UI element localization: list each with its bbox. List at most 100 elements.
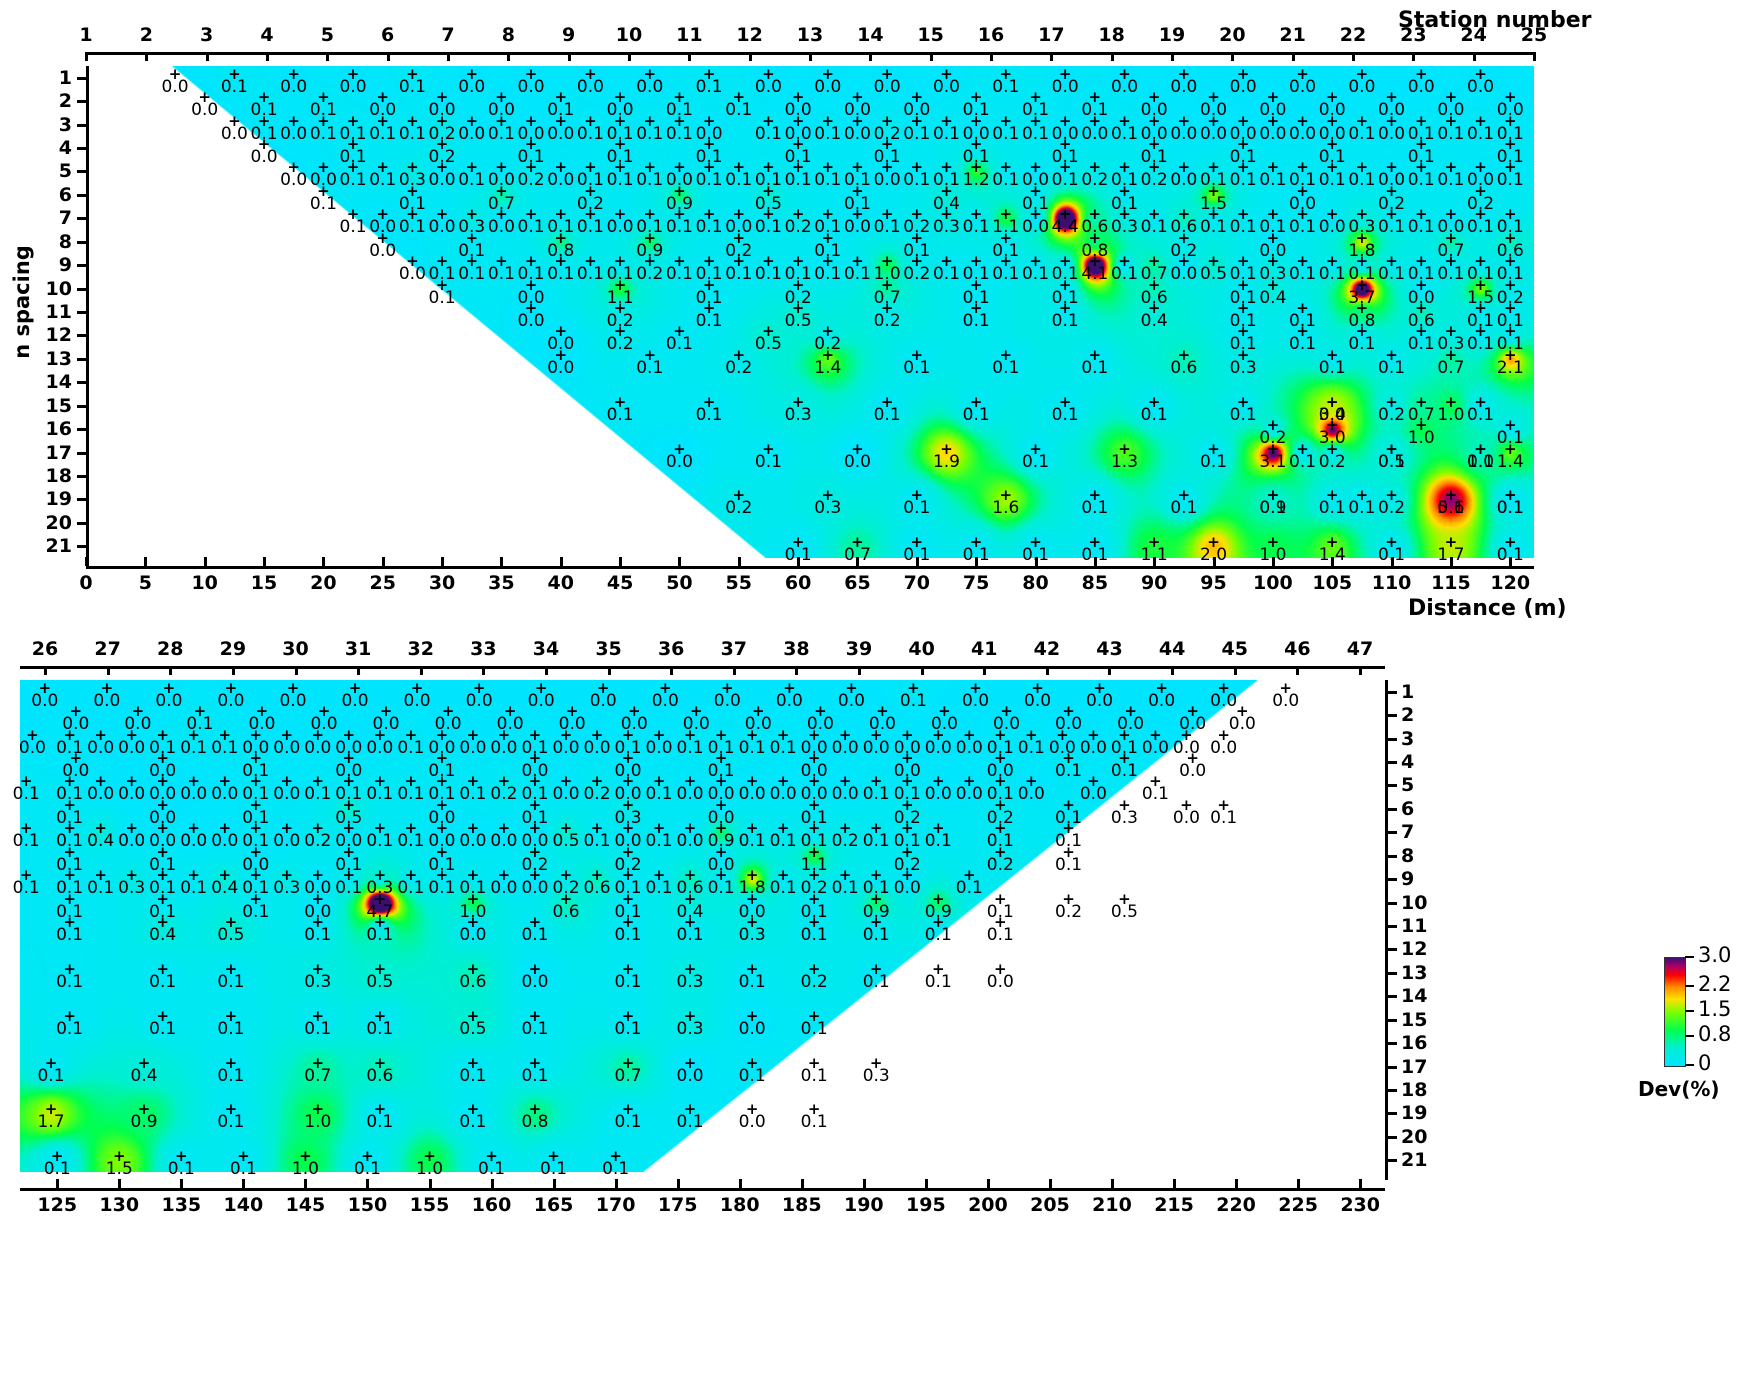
data-point: +0.2: [725, 230, 752, 260]
data-point-marker: +: [249, 795, 263, 814]
station-tick-label: 25: [1520, 24, 1548, 46]
data-point-marker: +: [495, 252, 508, 271]
data-point-marker: +: [311, 819, 325, 838]
station-tick: [1233, 666, 1237, 675]
n-spacing-tick: [1388, 971, 1397, 975]
data-point-value: 0.1: [428, 854, 456, 875]
data-point-value: 0.1: [56, 831, 84, 852]
data-point: +0.1: [602, 1149, 629, 1178]
data-point: +0.3: [677, 961, 704, 991]
data-point-value: 0.0: [1110, 76, 1139, 97]
data-point-marker: +: [845, 678, 858, 697]
data-point-value: 0.1: [725, 264, 753, 285]
data-point-marker: +: [1385, 158, 1398, 177]
data-point: +0.1: [1467, 441, 1494, 471]
colorbar-tick-label: 2.2: [1698, 971, 1732, 996]
data-point-marker: +: [1087, 725, 1100, 744]
data-point-marker: +: [1266, 533, 1280, 552]
data-point: +0.1: [459, 774, 486, 803]
data-point-value: 0.1: [458, 264, 486, 285]
data-point-value: 0.0: [738, 1018, 766, 1039]
data-point-value: 0.1: [220, 76, 248, 97]
data-point-marker: +: [559, 889, 573, 908]
data-point-marker: +: [44, 1053, 58, 1072]
data-point: +0.0: [118, 727, 145, 757]
data-point-marker: +: [342, 795, 356, 814]
n-spacing-tick: [77, 451, 86, 455]
data-point-value: 0.1: [695, 287, 723, 308]
data-point: +0.7: [1437, 230, 1464, 260]
data-point: +0.1: [1408, 160, 1435, 189]
data-point: +0.1: [397, 868, 424, 897]
data-point: +0.1: [242, 821, 269, 850]
data-point-marker: +: [851, 88, 864, 107]
data-point-marker: +: [791, 111, 805, 130]
distance-tick-label: 200: [968, 1194, 1008, 1216]
distance-tick: [975, 557, 979, 566]
data-point: +0.0: [304, 727, 331, 757]
data-point: +0.0: [518, 64, 545, 96]
distance-tick-label: 115: [1431, 572, 1471, 594]
data-point: +0.9: [863, 891, 890, 921]
data-point-value: 0.0: [490, 831, 518, 852]
data-point-marker: +: [376, 111, 390, 130]
data-point: +0.4: [1141, 301, 1168, 330]
data-point-value: 0.1: [242, 784, 270, 805]
data-point-value: 0.9: [707, 831, 735, 852]
data-point-value: 0.0: [614, 761, 642, 781]
data-point-value: 0.1: [1348, 264, 1376, 285]
data-point-marker: +: [1385, 392, 1398, 411]
data-point-value: 0.0: [893, 878, 921, 899]
data-point-value: 0.1: [1496, 147, 1524, 167]
data-point-value: 0.1: [606, 147, 634, 167]
data-point: +0.1: [1022, 252, 1049, 283]
data-point: +0.0: [1142, 727, 1169, 757]
data-point-marker: +: [702, 252, 716, 271]
data-point-marker: +: [524, 64, 538, 83]
data-point-value: 0.0: [800, 784, 828, 805]
data-point: +0.0: [1259, 90, 1286, 119]
data-point: +0.1: [696, 160, 723, 189]
data-point-marker: +: [1118, 64, 1131, 83]
data-point-marker: +: [673, 439, 686, 458]
data-point: +0.1: [1230, 324, 1257, 353]
data-point-marker: +: [1029, 252, 1042, 271]
data-point: +1.0: [1437, 394, 1464, 424]
data-point-marker: +: [1088, 228, 1102, 247]
data-point-value: 0.0: [552, 737, 580, 758]
data-point-value: 0.2: [1055, 901, 1083, 922]
station-tick: [1533, 52, 1536, 61]
data-point-value: 0.0: [1318, 100, 1346, 121]
data-point-value: 1.0: [873, 264, 901, 285]
data-point-marker: +: [900, 842, 914, 861]
data-point: +0.1: [863, 961, 890, 991]
data-point-marker: +: [807, 913, 821, 931]
data-point-value: 1.7: [37, 1112, 65, 1133]
data-point-marker: +: [910, 88, 924, 107]
data-point-value: 0.1: [211, 737, 239, 758]
n-spacing-tick-label: 2: [1401, 704, 1415, 727]
data-point-value: 0.0: [180, 784, 208, 805]
data-point: +0.1: [874, 394, 901, 424]
data-point-value: 0.1: [12, 784, 40, 805]
data-point: +0.0: [607, 207, 634, 236]
data-point-value: 0.0: [1318, 123, 1346, 144]
data-point: +0.0: [1055, 704, 1082, 733]
station-tick-label: 18: [1098, 24, 1125, 46]
data-point-marker: +: [224, 1006, 238, 1025]
data-point-value: 0.0: [1179, 761, 1207, 781]
data-point-value: 0.0: [31, 690, 59, 711]
station-tick: [1171, 666, 1175, 675]
data-point-marker: +: [406, 111, 419, 130]
data-point-value: 0.1: [1110, 737, 1138, 758]
data-point-value: 0.1: [800, 1112, 828, 1133]
data-point: +0.0: [62, 751, 89, 780]
distance-tick: [381, 557, 385, 566]
data-point-marker: +: [435, 88, 449, 107]
data-point-marker: +: [1058, 252, 1072, 271]
data-point: +0.0: [497, 704, 524, 733]
data-point: +0.0: [1200, 113, 1227, 143]
data-point-marker: +: [940, 181, 953, 200]
data-point-value: 0.0: [118, 831, 146, 852]
data-point: +0.1: [1408, 207, 1435, 236]
